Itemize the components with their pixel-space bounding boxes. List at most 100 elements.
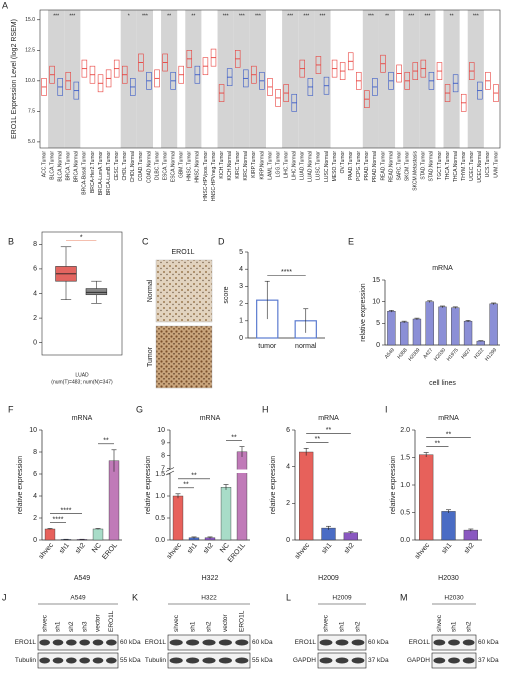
panel-label: D: [218, 236, 225, 246]
y-tick-label: 5: [239, 249, 243, 256]
panel-label: E: [348, 236, 354, 246]
significance-label: ***: [303, 13, 309, 19]
blot-band: [335, 639, 349, 646]
x-tick-label: READ.Normal: [388, 151, 394, 182]
blot-band: [39, 657, 51, 664]
bar: [438, 306, 447, 346]
x-tick-label: UCS.Tumor: [485, 151, 491, 178]
x-tick-label: sh1: [186, 542, 199, 555]
break-mark: [165, 467, 175, 472]
significance-label: ***: [69, 13, 75, 19]
bar: [299, 451, 314, 541]
blot-size-label: 60 kDa: [368, 639, 389, 646]
x-tick-label: LUAD.Normal: [308, 151, 314, 182]
x-tick-label: sh1: [441, 542, 454, 555]
panel-label: J: [2, 592, 7, 602]
lane-label: vector: [222, 613, 229, 632]
panel-label: F: [8, 404, 14, 414]
x-tick-label: sh1: [321, 542, 334, 555]
blot-band: [79, 639, 90, 646]
bar: [489, 303, 498, 346]
x-tick-label: PCPG.Tumor: [356, 151, 362, 181]
bar: [92, 528, 104, 541]
axis-break-gap: [166, 469, 250, 473]
x-tick-label: PAAD.Tumor: [348, 151, 354, 180]
y-tick-label: 5: [376, 320, 380, 327]
x-tick-label: KIRP.Tumor: [251, 151, 257, 178]
comparison-label: **: [183, 482, 189, 489]
bar: [44, 528, 56, 541]
y-tick-label: 9: [161, 440, 165, 447]
pair-shade: [217, 10, 234, 148]
x-tick-label: H1299: [484, 347, 498, 362]
lane-label: ERO1L: [108, 610, 115, 632]
significance-label: ***: [408, 13, 414, 19]
pair-shade: [233, 10, 250, 148]
y-tick-label: 1.0: [400, 482, 410, 489]
y-tick-label: 7.5: [28, 109, 35, 115]
x-tick-label: BRCA.Tumor: [66, 151, 72, 181]
x-axis-label: H2009: [318, 575, 339, 582]
ihc-row-label: Normal: [147, 279, 154, 302]
y-tick-label: 15.0: [25, 17, 35, 23]
y-axis-label: score: [223, 286, 230, 303]
bar: [412, 318, 422, 346]
blot-band: [335, 657, 349, 664]
x-tick-label: MESO.Tumor: [332, 151, 338, 182]
x-tick-label: tumor: [258, 343, 277, 350]
x-tick-label: LUSC.Normal: [324, 151, 330, 182]
x-tick-label: HNSC.Tumor: [187, 151, 193, 181]
x-tick-label: COAD.Normal: [146, 151, 152, 183]
blot-size-label: 37 kDa: [478, 657, 499, 664]
blot-title: H2009: [332, 595, 352, 602]
y-tick-label: 2: [286, 500, 290, 507]
x-tick-label: sh2: [74, 542, 87, 555]
blot-band: [52, 657, 64, 664]
x-axis-label: A549: [74, 575, 90, 582]
chart-title: mRNA: [72, 415, 93, 422]
pair-shade: [161, 10, 178, 148]
blot-size-label: 55 kDa: [120, 657, 141, 664]
pair-shade: [64, 10, 81, 148]
x-tick-label: THYM.Tumor: [461, 151, 467, 181]
blot-row-label: ERO1L: [15, 639, 37, 646]
y-tick-label: 6: [286, 427, 290, 434]
significance-label: ***: [239, 13, 245, 19]
panel-label: A: [2, 0, 8, 10]
panel-label: L: [286, 592, 291, 602]
y-tick-label: 1.5: [155, 471, 165, 478]
significance-label: **: [167, 13, 171, 19]
x-tick-label: PRAD.Normal: [372, 151, 378, 182]
y-tick-label: 1: [239, 318, 243, 325]
significance-label: ***: [320, 13, 326, 19]
x-tick-label: CHOL.Normal: [130, 151, 136, 182]
significance-label: **: [385, 13, 389, 19]
y-tick-label: 0: [239, 335, 243, 342]
y-tick-label: 6: [33, 266, 37, 273]
x-axis-label: LUAD: [75, 372, 89, 378]
significance-label: ***: [287, 13, 293, 19]
x-tick-label: LUAD.Tumor: [300, 151, 306, 180]
x-axis-label: H322: [202, 575, 219, 582]
x-tick-label: GBM.Tumor: [179, 151, 185, 178]
x-tick-label: BLCA.Normal: [58, 151, 64, 182]
y-tick-label: 0: [376, 342, 380, 349]
significance-label: ***: [255, 13, 261, 19]
bar: [451, 307, 460, 346]
blot-band: [351, 657, 365, 664]
blot-band: [218, 657, 232, 664]
x-tick-label: HNSC.Normal: [195, 151, 201, 183]
bar: [400, 321, 409, 346]
comparison-label: ****: [281, 269, 292, 276]
significance-label: *: [128, 13, 130, 19]
x-tick-label: A549: [384, 347, 396, 360]
blot-band: [218, 639, 232, 646]
bar: [463, 529, 478, 541]
y-axis-label: relative expression: [17, 456, 24, 514]
bar: [220, 487, 232, 541]
blot-row-label: ERO1L: [295, 639, 317, 646]
x-tick-label: H2009: [407, 347, 421, 362]
y-tick-label: 2: [33, 515, 37, 522]
blot-band: [448, 639, 460, 646]
panel-label: C: [142, 236, 149, 246]
